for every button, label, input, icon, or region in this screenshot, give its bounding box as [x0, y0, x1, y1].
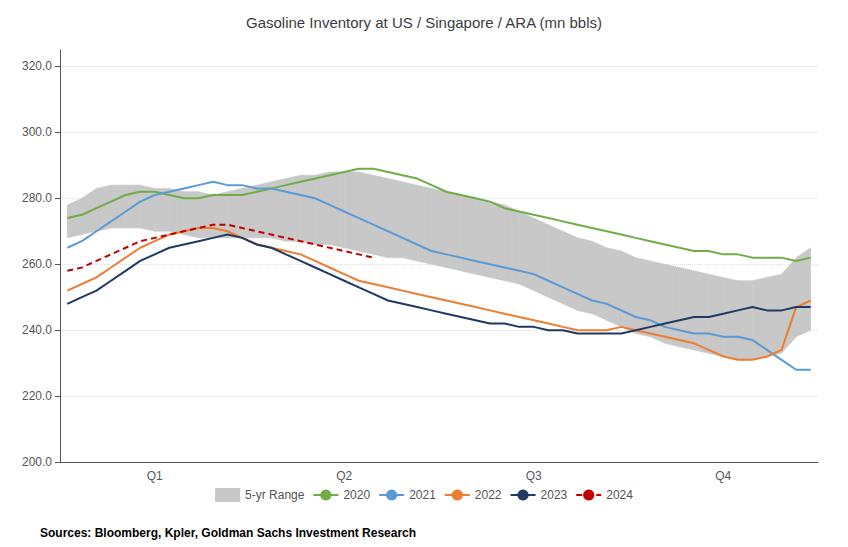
svg-text:240.0: 240.0 [22, 323, 52, 337]
svg-text:5-yr Range: 5-yr Range [245, 488, 305, 502]
svg-text:280.0: 280.0 [22, 191, 52, 205]
svg-text:260.0: 260.0 [22, 257, 52, 271]
svg-text:2023: 2023 [541, 488, 568, 502]
svg-text:2022: 2022 [475, 488, 502, 502]
svg-text:300.0: 300.0 [22, 125, 52, 139]
svg-text:2020: 2020 [343, 488, 370, 502]
svg-text:Q4: Q4 [715, 469, 731, 483]
svg-text:2021: 2021 [409, 488, 436, 502]
svg-text:200.0: 200.0 [22, 455, 52, 469]
svg-text:Q2: Q2 [336, 469, 352, 483]
svg-text:Q3: Q3 [526, 469, 542, 483]
svg-text:320.0: 320.0 [22, 59, 52, 73]
svg-text:220.0: 220.0 [22, 389, 52, 403]
svg-text:2024: 2024 [606, 488, 633, 502]
svg-text:Gasoline Inventory at US / Sin: Gasoline Inventory at US / Singapore / A… [246, 14, 602, 31]
svg-text:Sources: Bloomberg, Kpler, Gol: Sources: Bloomberg, Kpler, Goldman Sachs… [40, 526, 416, 540]
svg-text:Q1: Q1 [147, 469, 163, 483]
